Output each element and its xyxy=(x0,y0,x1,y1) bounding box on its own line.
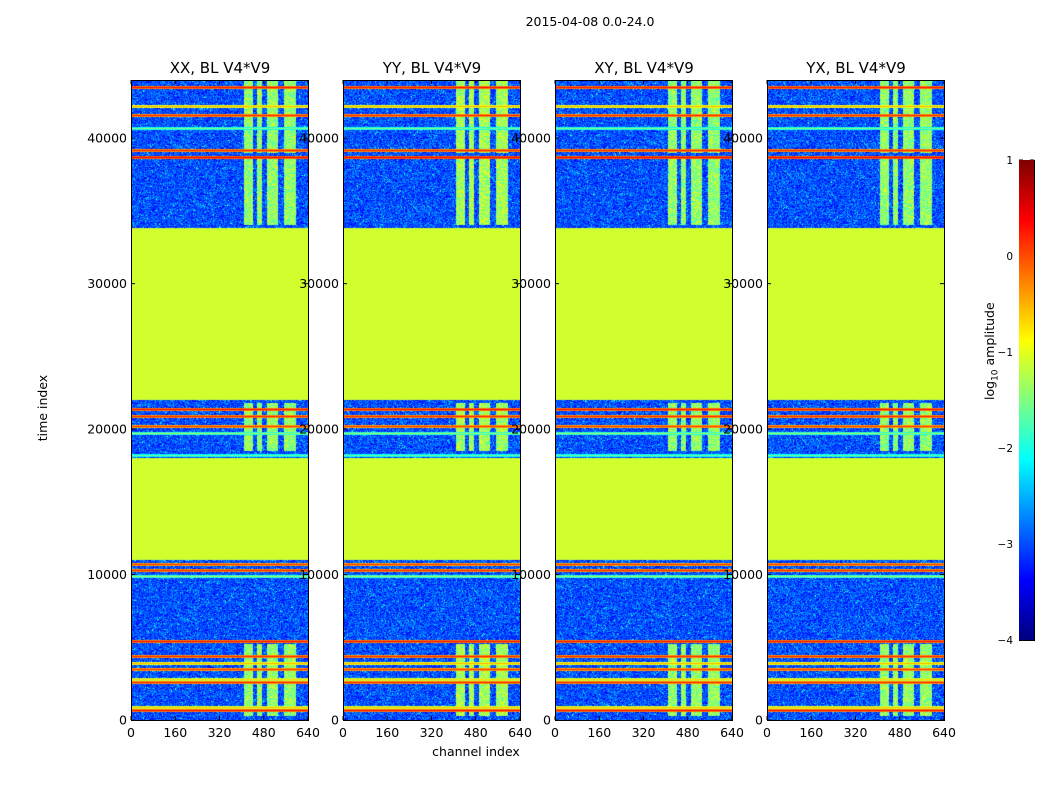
panel-title-xx: XX, BL V4*V9 xyxy=(169,59,271,77)
heatmap-panel-xx xyxy=(131,80,308,720)
y-tick-label: 30000 xyxy=(299,276,339,291)
panel-title-yy: YY, BL V4*V9 xyxy=(382,59,482,77)
y-tick-label: 40000 xyxy=(723,131,763,146)
x-tick-label: 0 xyxy=(551,725,559,740)
x-tick-label: 640 xyxy=(720,725,744,740)
x-tick-label: 480 xyxy=(888,725,912,740)
y-tick-label: 10000 xyxy=(299,567,339,582)
x-tick-label: 480 xyxy=(676,725,700,740)
y-tick-label: 40000 xyxy=(511,131,551,146)
x-tick-label: 480 xyxy=(464,725,488,740)
y-tick-label: 20000 xyxy=(723,422,763,437)
x-tick-label: 480 xyxy=(252,725,276,740)
y-tick-label: 10000 xyxy=(511,567,551,582)
colorbar-tick-label: 0 xyxy=(1006,251,1013,263)
y-tick-label: 20000 xyxy=(511,422,551,437)
x-tick-label: 320 xyxy=(844,725,868,740)
figure-suptitle: 2015-04-08 0.0-24.0 xyxy=(525,14,655,29)
heatmap-panel-xy xyxy=(555,80,732,720)
x-tick-label: 320 xyxy=(420,725,444,740)
x-tick-label: 160 xyxy=(375,725,399,740)
colorbar-tick-label: 1 xyxy=(1006,155,1013,167)
y-tick-label: 0 xyxy=(755,713,763,728)
y-tick-label: 30000 xyxy=(723,276,763,291)
colorbar-label-text: log10 amplitude xyxy=(982,302,1001,400)
panel-frame-3 xyxy=(767,80,945,721)
x-tick-label: 0 xyxy=(339,725,347,740)
x-tick-label: 320 xyxy=(208,725,232,740)
colorbar-tick-label: −2 xyxy=(998,443,1013,455)
x-tick-label: 640 xyxy=(508,725,532,740)
panel-frame-2 xyxy=(555,80,733,721)
x-tick-label: 160 xyxy=(799,725,823,740)
x-tick-label: 640 xyxy=(932,725,956,740)
x-tick-label: 160 xyxy=(587,725,611,740)
y-tick-label: 30000 xyxy=(87,276,127,291)
x-axis-label: channel index xyxy=(432,744,520,759)
y-tick-label: 40000 xyxy=(299,131,339,146)
x-tick-label: 320 xyxy=(632,725,656,740)
y-tick-label: 0 xyxy=(543,713,551,728)
y-tick-label: 40000 xyxy=(87,131,127,146)
panel-frame-1 xyxy=(343,80,521,721)
x-tick-label: 0 xyxy=(763,725,771,740)
colorbar-tick-label: −4 xyxy=(998,635,1014,647)
panel-frame-0 xyxy=(131,80,309,721)
panel-title-yx: YX, BL V4*V9 xyxy=(806,59,906,77)
colorbar-tick-label: −3 xyxy=(998,539,1013,551)
x-tick-label: 0 xyxy=(127,725,135,740)
y-tick-label: 10000 xyxy=(723,567,763,582)
y-tick-label: 30000 xyxy=(511,276,551,291)
x-tick-label: 640 xyxy=(296,725,320,740)
y-tick-label: 10000 xyxy=(87,567,127,582)
y-tick-label: 20000 xyxy=(87,422,127,437)
colorbar-tick-label: −1 xyxy=(998,347,1013,359)
y-tick-label: 20000 xyxy=(299,422,339,437)
colorbar xyxy=(1019,160,1034,640)
heatmap-panel-yx xyxy=(767,80,944,720)
heatmap-panel-yy xyxy=(343,80,520,720)
y-tick-label: 0 xyxy=(331,713,339,728)
y-tick-label: 0 xyxy=(119,713,127,728)
panel-title-xy: XY, BL V4*V9 xyxy=(594,59,694,77)
x-tick-label: 160 xyxy=(163,725,187,740)
